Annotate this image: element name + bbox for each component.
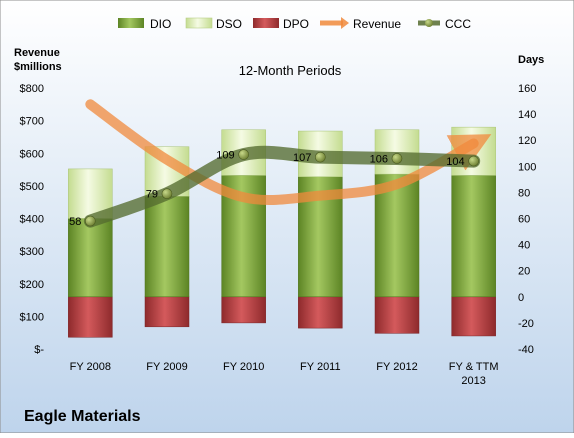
x-category-label: FY 2010 [223, 361, 264, 373]
right-tick-label: 0 [518, 292, 524, 304]
right-tick-label: 120 [518, 135, 536, 147]
ccc-point [391, 153, 403, 164]
bar-dpo [451, 296, 496, 337]
ccc-data-label: 104 [446, 156, 464, 168]
left-tick-label: $400 [20, 214, 44, 226]
left-axis-ticks: $- $100 $200 $300 $400 $500 $600 $700 $800 [20, 83, 45, 356]
revenue-series [85, 99, 492, 206]
left-axis-title-line1: Revenue [14, 47, 60, 59]
x-category-label: 2013 [461, 375, 485, 387]
legend-dpo-label: DPO [283, 17, 309, 31]
legend-revenue-label: Revenue [353, 17, 401, 31]
bar-dio [68, 218, 113, 298]
ccc-point [468, 155, 479, 167]
right-tick-label: -20 [518, 318, 534, 330]
legend-dio-label: DIO [150, 17, 171, 31]
left-tick-label: $800 [20, 83, 44, 95]
revenue-line [85, 99, 492, 206]
left-tick-label: $300 [20, 246, 44, 258]
ccc-data-label: 109 [216, 150, 234, 162]
right-tick-label: 20 [518, 266, 530, 278]
right-axis-ticks: -40 -20 0 20 40 60 80 100 120 140 160 [518, 83, 536, 356]
right-tick-label: 160 [518, 83, 536, 95]
x-category-label: FY & TTM [449, 361, 499, 373]
left-tick-label: $600 [20, 148, 44, 160]
bar-dio [374, 173, 420, 298]
legend-dso-swatch [185, 17, 213, 29]
bar-dpo [144, 296, 190, 328]
right-tick-label: -40 [518, 344, 534, 356]
legend-revenue-arrow [341, 17, 349, 29]
ccc-point [238, 149, 249, 160]
left-tick-label: $700 [20, 116, 44, 128]
bar-dpo [298, 296, 343, 329]
bar-dpo [68, 296, 113, 338]
legend: DIO DSO DPO Revenue CCC [118, 17, 471, 31]
right-tick-label: 60 [518, 214, 530, 226]
ccc-series: 58 79 109 107 106 104 [69, 145, 481, 228]
left-tick-label: $200 [20, 279, 44, 291]
left-tick-label: $100 [20, 311, 44, 323]
legend-dio-swatch [118, 18, 144, 28]
ccc-data-label: 58 [69, 216, 81, 228]
legend-ccc-label: CCC [445, 17, 471, 31]
x-category-label: FY 2011 [300, 361, 341, 373]
x-category-label: FY 2009 [146, 361, 187, 373]
bar-dpo [374, 296, 420, 334]
company-name: Eagle Materials [24, 408, 141, 425]
right-tick-label: 100 [518, 161, 536, 173]
ccc-data-label: 107 [293, 152, 311, 164]
ccc-data-label: 106 [370, 153, 388, 165]
right-tick-label: 140 [518, 109, 536, 121]
right-axis-title: Days [518, 54, 544, 66]
legend-ccc-dot [425, 19, 433, 27]
x-category-label: FY 2012 [376, 361, 417, 373]
bar-dio [144, 196, 190, 298]
ccc-point [161, 188, 173, 200]
x-axis-labels: FY 2008 FY 2009 FY 2010 FY 2011 FY 2012 FY & … [70, 361, 499, 387]
left-axis-title-line2: $millions [14, 61, 62, 73]
left-tick-label: $500 [20, 181, 44, 193]
bar-dio [451, 175, 496, 298]
ccc-data-label: 79 [146, 189, 158, 201]
ccc-point [85, 215, 96, 227]
left-tick-label: $- [34, 344, 44, 356]
x-category-label: FY 2008 [70, 361, 111, 373]
legend-dso-label: DSO [216, 17, 242, 31]
ccc-point [315, 151, 326, 163]
bar-dpo [221, 296, 266, 324]
right-tick-label: 80 [518, 187, 530, 199]
right-tick-label: 40 [518, 240, 530, 252]
chart-title: 12-Month Periods [239, 63, 342, 78]
legend-dpo-swatch [253, 18, 279, 28]
